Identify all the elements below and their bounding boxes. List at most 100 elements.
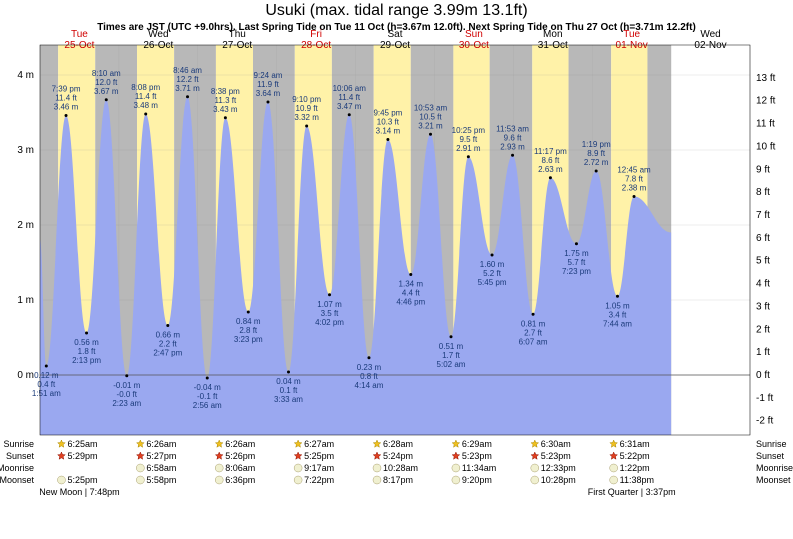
- tide-label: 5.2 ft: [483, 269, 502, 278]
- tide-label: 3.21 m: [418, 121, 443, 130]
- moon-icon: [531, 464, 539, 472]
- tide-chart: 0 m1 m2 m3 m4 m-2 ft-1 ft0 ft1 ft2 ft3 f…: [0, 0, 793, 539]
- tide-label: 9:10 pm: [292, 95, 321, 104]
- sunset-time: 5:24pm: [383, 451, 413, 461]
- moon-icon: [294, 464, 302, 472]
- tide-label: 1.05 m: [605, 301, 630, 310]
- tide-extremum: [491, 254, 494, 257]
- tide-label: 0.23 m: [357, 363, 382, 372]
- tide-label: -0.01 m: [113, 381, 140, 390]
- footer-row-label: Moonrise: [756, 463, 793, 473]
- tide-label: 4:46 pm: [396, 298, 425, 307]
- tide-label: 2:47 pm: [153, 349, 182, 358]
- date-label: 01-Nov: [616, 40, 648, 51]
- moonrise-time: 12:33pm: [541, 463, 576, 473]
- tide-label: 10.5 ft: [419, 112, 442, 121]
- tide-label: 11:17 pm: [534, 147, 567, 156]
- y-tick-right: 7 ft: [756, 210, 770, 221]
- y-tick-right: 8 ft: [756, 187, 770, 198]
- tide-label: 10.3 ft: [377, 118, 400, 127]
- tide-extremum: [206, 377, 209, 380]
- moonrise-time: 11:34am: [462, 463, 496, 473]
- tide-extremum: [125, 374, 128, 377]
- footer-row-label: Sunrise: [3, 439, 34, 449]
- tide-extremum: [186, 95, 189, 98]
- footer-row-label: Moonset: [756, 475, 791, 485]
- tide-label: -0.04 m: [194, 383, 221, 392]
- footer-row-label: Moonset: [0, 475, 34, 485]
- tide-label: 11.9 ft: [257, 80, 279, 89]
- tide-label: 11:53 am: [496, 124, 529, 133]
- tide-label: 10:25 pm: [452, 126, 486, 135]
- moon-icon: [294, 476, 302, 484]
- y-tick-left: 4 m: [17, 70, 34, 81]
- moon-icon: [531, 476, 539, 484]
- y-tick-right: -1 ft: [756, 393, 773, 404]
- date-dow: Sat: [387, 29, 402, 40]
- tide-label: 9.5 ft: [459, 135, 478, 144]
- star-icon: [215, 452, 223, 459]
- tide-extremum: [65, 114, 68, 117]
- tide-label: 3:23 pm: [234, 335, 263, 344]
- date-dow: Wed: [148, 29, 168, 40]
- tide-extremum: [85, 332, 88, 335]
- date-dow: Wed: [700, 29, 720, 40]
- y-tick-right: 5 ft: [756, 256, 770, 267]
- tide-extremum: [549, 176, 552, 179]
- y-tick-left: 1 m: [17, 295, 34, 306]
- tide-label: 1.60 m: [480, 260, 505, 269]
- star-icon: [294, 452, 302, 459]
- tide-extremum: [575, 242, 578, 245]
- tide-label: 2.91 m: [456, 144, 481, 153]
- tide-label: 7.8 ft: [625, 175, 644, 184]
- tide-label: 3.32 m: [294, 113, 319, 122]
- tide-extremum: [144, 113, 147, 116]
- tide-label: 0.51 m: [439, 342, 464, 351]
- footer-row-label: Sunset: [6, 451, 35, 461]
- date-label: 29-Oct: [380, 40, 410, 51]
- moonset-time: 11:38pm: [620, 475, 654, 485]
- tide-label: 4:14 am: [355, 381, 384, 390]
- tide-label: 0.04 m: [276, 377, 301, 386]
- tide-label: 1:19 pm: [582, 140, 611, 149]
- moonset-time: 5:25pm: [67, 475, 97, 485]
- date-label: 31-Oct: [538, 40, 568, 51]
- tide-label: 2.2 ft: [159, 340, 178, 349]
- star-icon: [294, 440, 302, 447]
- date-dow: Thu: [229, 29, 246, 40]
- y-tick-right: 2 ft: [756, 324, 770, 335]
- tide-label: 2.93 m: [500, 142, 525, 151]
- moon-icon: [215, 476, 223, 484]
- tide-label: 12.2 ft: [176, 75, 199, 84]
- moon-icon: [373, 464, 381, 472]
- tide-label: -0.0 ft: [117, 390, 138, 399]
- y-tick-left: 0 m: [17, 370, 34, 381]
- moon-event: New Moon | 7:48pm: [39, 487, 119, 497]
- moonrise-time: 1:22pm: [620, 463, 650, 473]
- tide-extremum: [45, 365, 48, 368]
- moonrise-time: 10:28am: [383, 463, 418, 473]
- tide-label: 3.64 m: [256, 89, 281, 98]
- sunrise-time: 6:26am: [146, 439, 176, 449]
- tide-label: 4:02 pm: [315, 318, 344, 327]
- moon-icon: [452, 476, 460, 484]
- y-tick-right: 6 ft: [756, 233, 770, 244]
- date-dow: Tue: [71, 29, 88, 40]
- tide-label: 0.8 ft: [360, 372, 379, 381]
- tide-label: 3.71 m: [175, 84, 200, 93]
- date-dow: Sun: [465, 29, 483, 40]
- tide-label: 7:39 pm: [52, 85, 81, 94]
- tide-label: 8:38 pm: [211, 87, 240, 96]
- sunset-time: 5:26pm: [225, 451, 255, 461]
- date-dow: Tue: [623, 29, 640, 40]
- tide-label: 5.7 ft: [568, 258, 587, 267]
- tide-label: 0.12 m: [34, 371, 59, 380]
- star-icon: [610, 452, 618, 459]
- moonrise-time: 6:58am: [146, 463, 176, 473]
- star-icon: [452, 440, 460, 447]
- star-icon: [373, 452, 381, 459]
- tide-extremum: [328, 293, 331, 296]
- tide-label: 6:07 am: [519, 337, 548, 346]
- tide-label: 2:13 pm: [72, 356, 101, 365]
- star-icon: [215, 440, 223, 447]
